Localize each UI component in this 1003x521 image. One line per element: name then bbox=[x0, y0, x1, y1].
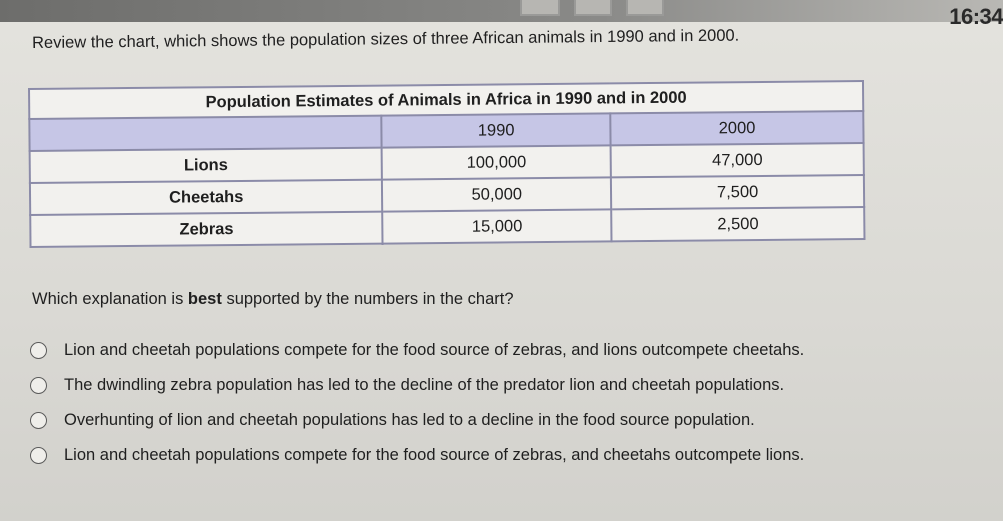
row-1990-value: 100,000 bbox=[381, 145, 612, 180]
header-blank bbox=[29, 115, 382, 151]
clock: 16:34 bbox=[949, 4, 1003, 29]
row-2000-value: 2,500 bbox=[611, 206, 865, 242]
tab-shape bbox=[520, 0, 560, 16]
top-bar bbox=[0, 0, 1003, 22]
tab-shape bbox=[626, 0, 664, 16]
option-label: Lion and cheetah populations compete for… bbox=[64, 446, 805, 464]
intro-text: Review the chart, which shows the popula… bbox=[32, 26, 740, 52]
row-1990-value: 15,000 bbox=[382, 209, 612, 244]
answer-option-3[interactable]: Overhunting of lion and cheetah populati… bbox=[30, 403, 804, 438]
tab-shape bbox=[574, 0, 612, 16]
row-2000-value: 47,000 bbox=[610, 142, 864, 178]
question-text: Which explanation is best supported by t… bbox=[32, 290, 514, 309]
radio-button[interactable] bbox=[30, 377, 47, 394]
row-animal: Lions bbox=[29, 147, 383, 183]
population-table-wrapper: Population Estimates of Animals in Afric… bbox=[28, 79, 866, 248]
answer-options: Lion and cheetah populations compete for… bbox=[30, 333, 804, 473]
option-label: The dwindling zebra population has led t… bbox=[64, 376, 785, 394]
row-2000-value: 7,500 bbox=[611, 174, 865, 210]
radio-button[interactable] bbox=[30, 447, 47, 464]
radio-button[interactable] bbox=[30, 342, 47, 359]
answer-option-2[interactable]: The dwindling zebra population has led t… bbox=[30, 368, 804, 403]
answer-option-1[interactable]: Lion and cheetah populations compete for… bbox=[30, 333, 804, 368]
question-after: supported by the numbers in the chart? bbox=[221, 290, 514, 308]
option-label: Overhunting of lion and cheetah populati… bbox=[64, 411, 755, 429]
population-table: Population Estimates of Animals in Afric… bbox=[28, 79, 866, 248]
answer-option-4[interactable]: Lion and cheetah populations compete for… bbox=[30, 438, 804, 473]
row-1990-value: 50,000 bbox=[382, 177, 612, 212]
question-before: Which explanation is bbox=[32, 290, 188, 308]
table-row: Zebras 15,000 2,500 bbox=[30, 206, 865, 247]
radio-button[interactable] bbox=[30, 412, 47, 429]
header-2000: 2000 bbox=[610, 110, 864, 146]
question-emphasis: best bbox=[187, 290, 222, 308]
option-label: Lion and cheetah populations compete for… bbox=[64, 341, 805, 359]
row-animal: Zebras bbox=[30, 211, 383, 247]
header-1990: 1990 bbox=[381, 113, 611, 148]
row-animal: Cheetahs bbox=[29, 179, 383, 215]
